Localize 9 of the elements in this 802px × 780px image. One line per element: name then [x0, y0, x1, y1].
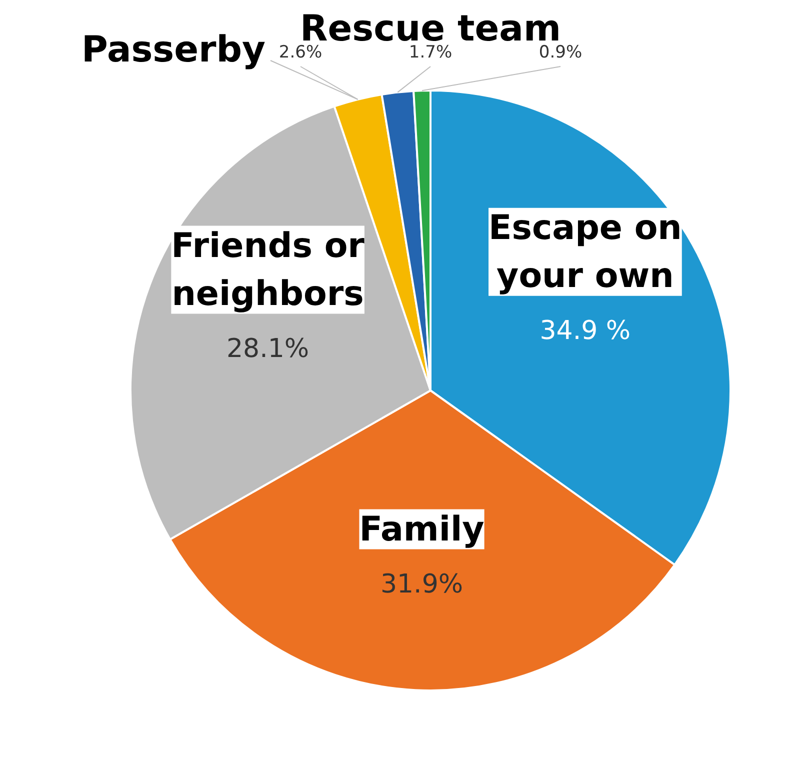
slice-label: Friends or neighbors [171, 226, 365, 314]
slice-label: Escape on your own [488, 208, 682, 296]
data-label: 1.7% [408, 42, 452, 62]
slice-label: Passerby [82, 30, 266, 70]
data-label: 34.9 % [540, 316, 631, 346]
data-label: 28.1% [226, 334, 310, 364]
data-label: 0.9% [538, 42, 582, 62]
data-label: 31.9% [380, 569, 464, 600]
slice-label: Family [359, 509, 484, 550]
